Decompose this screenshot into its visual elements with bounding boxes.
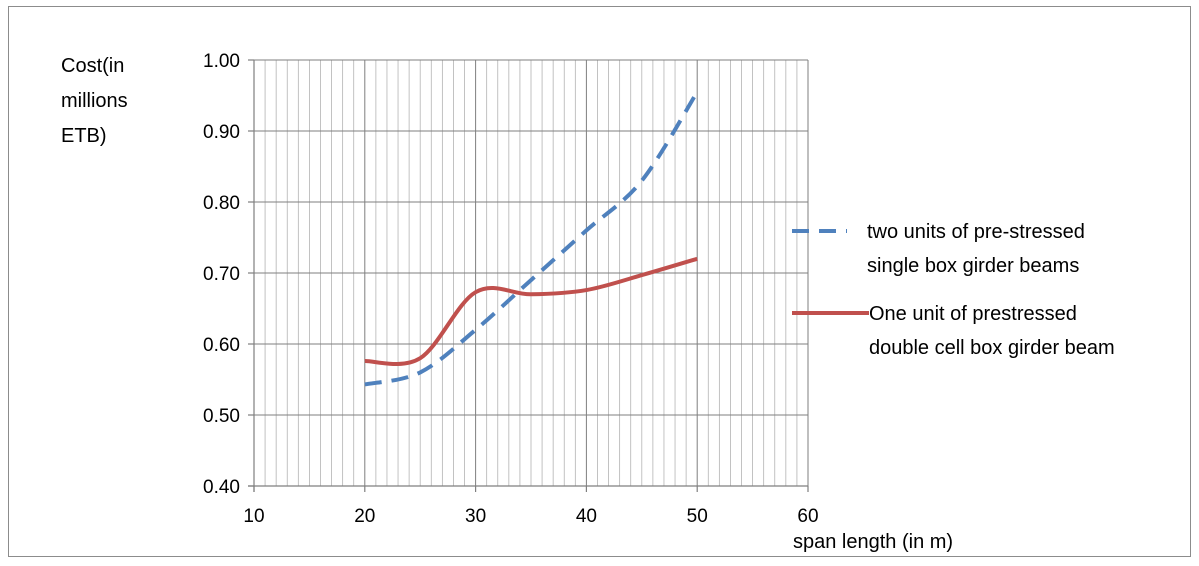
x-tick-label: 50 bbox=[687, 506, 708, 527]
legend-label-series-1-line-2: single box girder beams bbox=[867, 255, 1079, 277]
x-tick-label: 60 bbox=[797, 506, 818, 527]
y-axis-label-line-3: ETB) bbox=[61, 125, 107, 147]
y-tick-label: 1.00 bbox=[203, 51, 240, 72]
series-lines bbox=[364, 90, 699, 387]
tick-labels: 0.40 0.50 0.60 0.70 0.80 0.90 1.00 10 20 30 40 50 60 bbox=[203, 51, 819, 527]
y-axis-label-line-1: Cost(in bbox=[61, 55, 124, 77]
y-tick-label: 0.70 bbox=[203, 264, 240, 285]
y-axis-label: Cost(in millions ETB) bbox=[61, 55, 128, 147]
axes bbox=[248, 59, 809, 492]
legend-label-series-1-line-1: two units of pre-stressed bbox=[867, 221, 1085, 243]
x-axis-label: span length (in m) bbox=[793, 531, 953, 553]
chart-svg: 0.40 0.50 0.60 0.70 0.80 0.90 1.00 10 20 30 40 50 60… bbox=[61, 51, 1115, 553]
x-tick-label: 10 bbox=[243, 506, 264, 527]
x-tick-label: 30 bbox=[465, 506, 486, 527]
series-2-line bbox=[364, 256, 698, 367]
legend: two units of pre-stressed single box gir… bbox=[792, 221, 1115, 359]
series-1-line bbox=[364, 90, 699, 387]
y-tick-label: 0.90 bbox=[203, 122, 240, 143]
y-tick-label: 0.40 bbox=[203, 477, 240, 498]
x-tick-label: 40 bbox=[576, 506, 597, 527]
chart-frame: 0.40 0.50 0.60 0.70 0.80 0.90 1.00 10 20 30 40 50 60… bbox=[8, 6, 1191, 557]
y-tick-label: 0.60 bbox=[203, 335, 240, 356]
y-axis-label-line-2: millions bbox=[61, 90, 128, 112]
legend-label-series-2-line-2: double cell box girder beam bbox=[869, 337, 1115, 359]
y-tick-label: 0.80 bbox=[203, 193, 240, 214]
y-tick-label: 0.50 bbox=[203, 406, 240, 427]
x-tick-label: 20 bbox=[354, 506, 375, 527]
legend-label-series-2-line-1: One unit of prestressed bbox=[869, 303, 1077, 325]
